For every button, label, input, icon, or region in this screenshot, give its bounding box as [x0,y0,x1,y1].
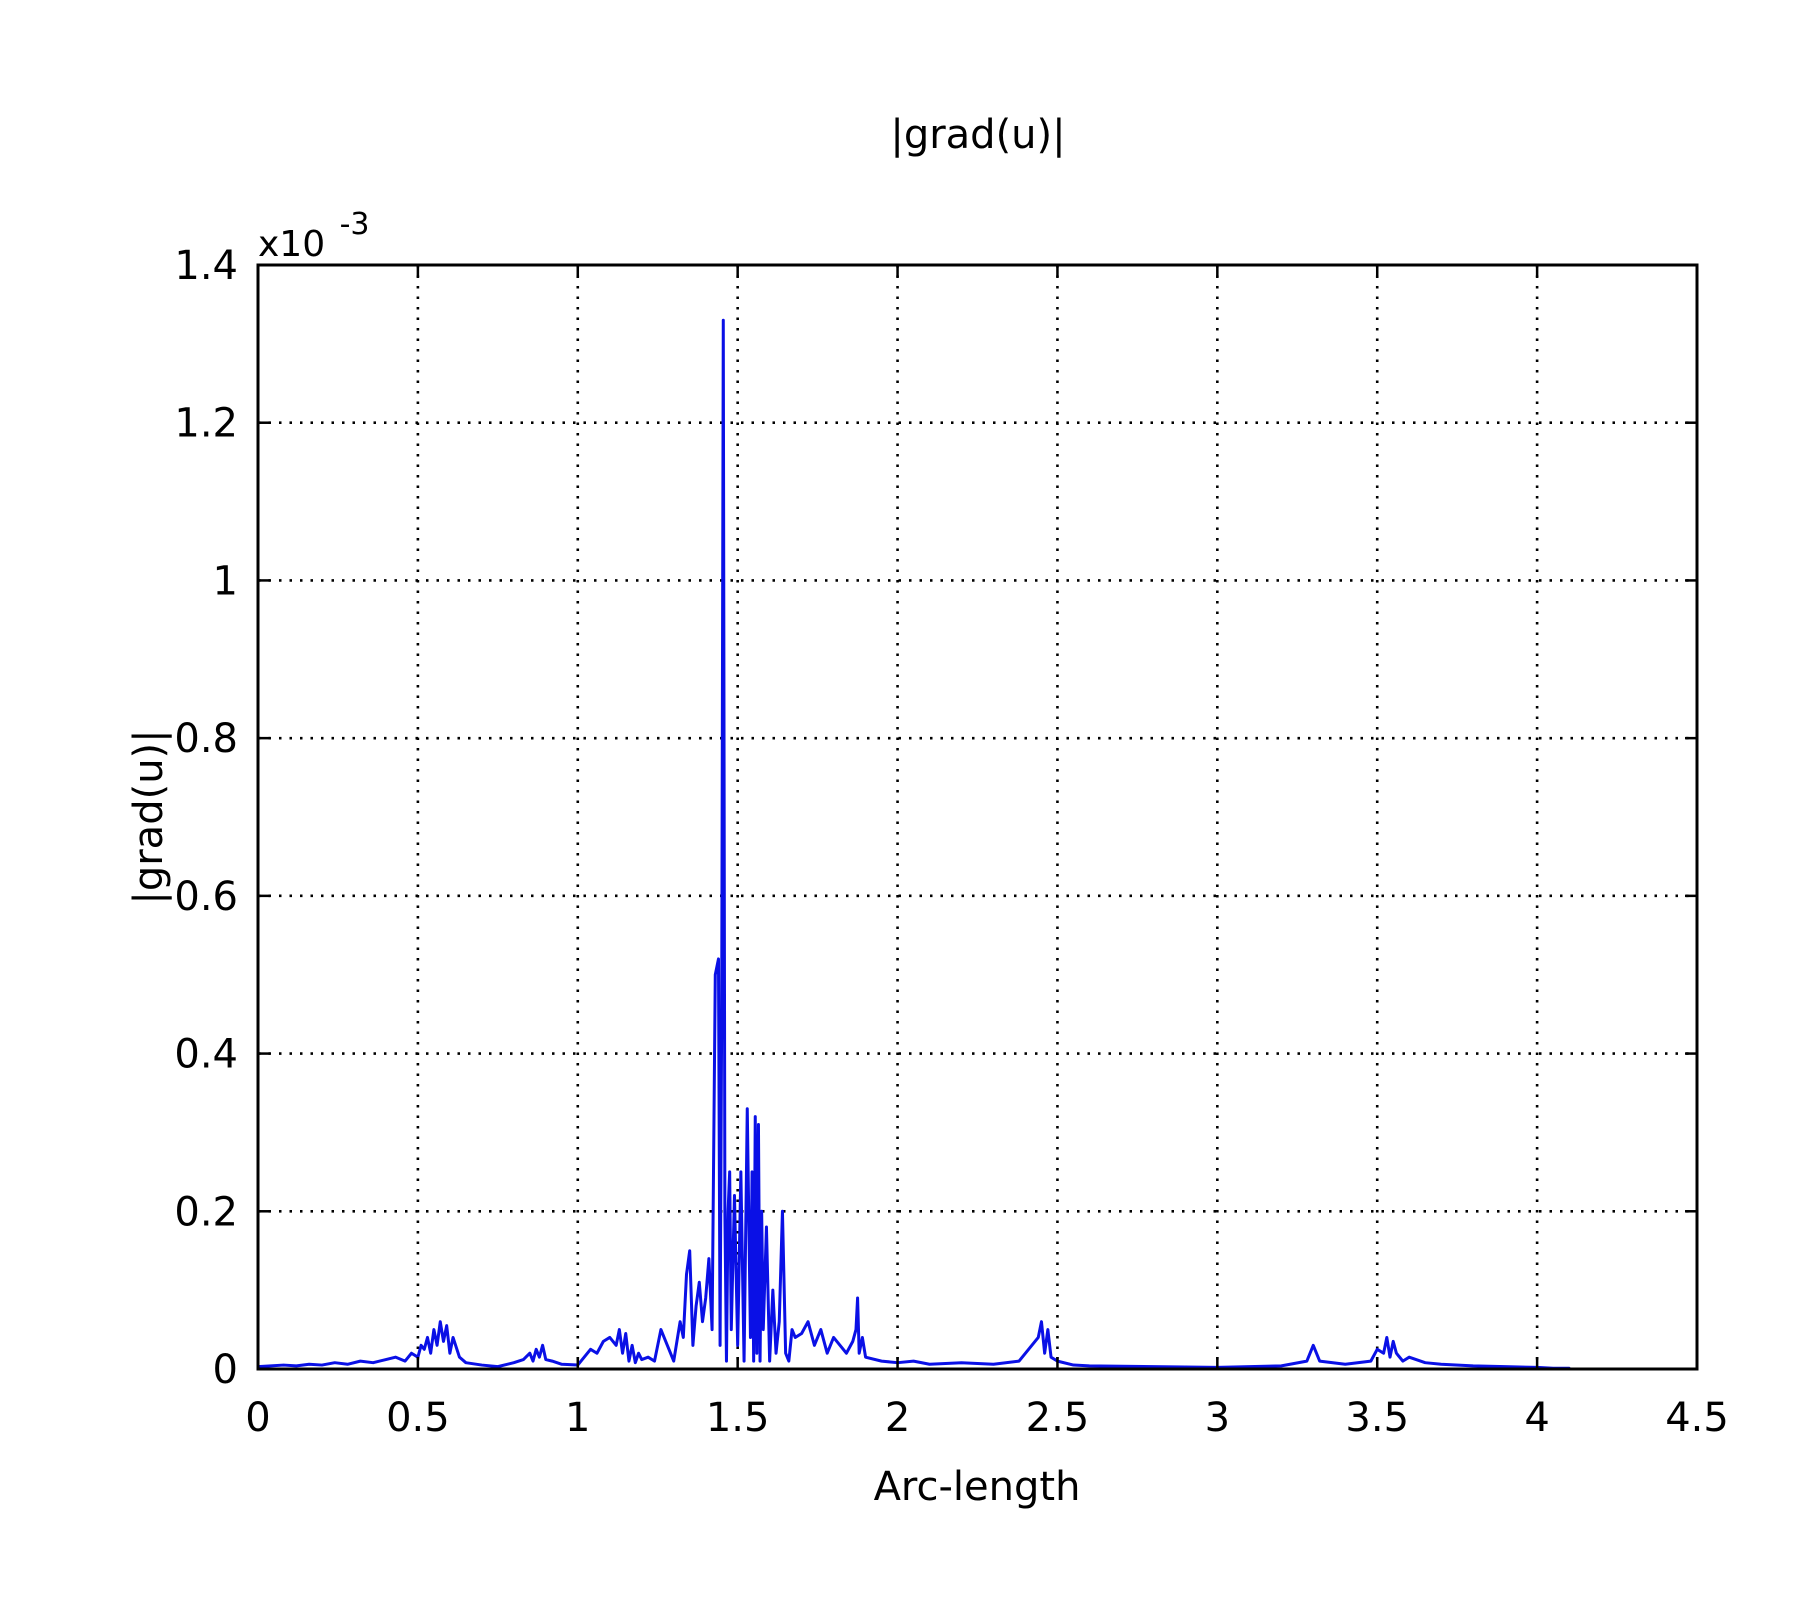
x-tick-label: 4 [1524,1395,1549,1441]
x-tick-label: 1 [565,1395,590,1441]
y-tick-label: 0 [213,1347,238,1393]
y-tick-label: 0.4 [174,1032,238,1078]
y-tick-label: 0.2 [174,1189,238,1235]
x-tick-labels: 0 0.5 1 1.5 2 2.5 3 3.5 4 4.5 [245,1395,1729,1441]
chart-title: |grad(u)| [890,112,1065,158]
y-axis-exponent-power: -3 [340,207,370,242]
x-tick-label: 2 [885,1395,910,1441]
x-tick-label: 4.5 [1665,1395,1729,1441]
y-tick-labels: 0 0.2 0.4 0.6 0.8 1 1.2 1.4 [174,243,238,1393]
x-axis-label: Arc-length [874,1464,1081,1510]
x-tick-label: 0 [245,1395,270,1441]
y-tick-label: 1.4 [174,243,238,289]
tick-marks [256,263,1699,1371]
plot-frame [256,263,1699,1371]
y-axis-label: |grad(u)| [126,729,172,904]
x-tick-label: 1.5 [706,1395,770,1441]
y-tick-label: 1 [213,558,238,604]
y-axis-exponent-base: x10 [258,224,325,265]
y-tick-label: 1.2 [174,401,238,447]
x-tick-label: 2.5 [1026,1395,1090,1441]
y-axis-exponent: x10 -3 [258,207,370,265]
y-tick-label: 0.6 [174,874,238,920]
x-tick-label: 0.5 [386,1395,450,1441]
x-tick-label: 3.5 [1345,1395,1409,1441]
grid-lines [258,265,1697,1369]
series-group [256,318,1571,1370]
x-tick-label: 3 [1205,1395,1230,1441]
series-line [256,318,1571,1370]
y-tick-label: 0.8 [174,716,238,762]
